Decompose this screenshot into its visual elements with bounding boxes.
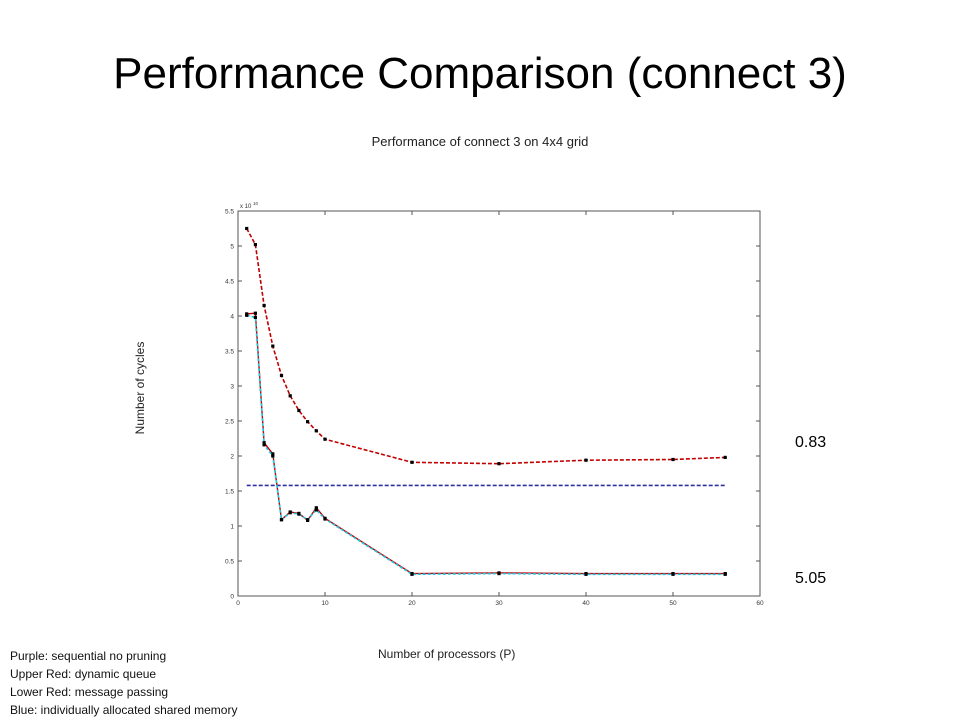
legend-text: Purple: sequential no pruning Upper Red:… (10, 647, 237, 719)
legend-line-message-passing: Lower Red: message passing (10, 685, 169, 699)
data-point-shared-memory (253, 315, 257, 319)
data-point-dynamic-queue (497, 462, 501, 466)
data-point-shared-memory (584, 572, 588, 576)
data-point-shared-memory (723, 572, 727, 576)
data-point-shared-memory (323, 517, 327, 521)
data-point-message-passing (314, 506, 318, 510)
data-point-dynamic-queue (723, 455, 727, 459)
x-axis-label: Number of processors (P) (378, 647, 516, 661)
y-tick-label: 2 (230, 454, 234, 461)
series-line-message-passing (246, 312, 726, 575)
data-point-dynamic-queue (314, 429, 318, 433)
speedup-annotation-dynamic-queue: 0.83 (795, 434, 827, 451)
series-line-shared-memory (246, 314, 726, 576)
data-point-shared-memory (262, 443, 266, 447)
y-multiplier-exponent: 10 (253, 201, 259, 206)
data-point-message-passing (253, 311, 257, 315)
x-tick-label: 30 (495, 600, 503, 607)
y-tick-label: 5.5 (225, 209, 234, 216)
data-point-shared-memory (410, 572, 414, 576)
data-point-dynamic-queue (410, 460, 414, 464)
data-point-shared-memory (671, 572, 675, 576)
x-tick-label: 50 (669, 600, 677, 607)
y-tick-label: 1.5 (225, 489, 234, 496)
slide-title: Performance Comparison (connect 3) (113, 49, 847, 98)
x-tick-label: 10 (321, 600, 329, 607)
data-point-shared-memory (297, 512, 301, 516)
legend-line-sequential: Purple: sequential no pruning (10, 649, 167, 663)
data-point-shared-memory (288, 511, 292, 515)
data-point-shared-memory (314, 508, 318, 512)
data-point-dynamic-queue (671, 457, 675, 462)
y-tick-label: 0.5 (225, 559, 234, 566)
y-tick-label: 3.5 (225, 349, 234, 356)
data-point-dynamic-queue (306, 420, 310, 424)
data-point-message-passing (262, 441, 266, 445)
y-tick-label: 5 (230, 244, 234, 251)
x-tick-label: 0 (236, 600, 240, 607)
x-tick-label: 40 (582, 600, 590, 607)
data-point-dynamic-queue (584, 458, 588, 462)
chart-title: Performance of connect 3 on 4x4 grid (371, 134, 589, 149)
y-multiplier-label: x 10 (240, 204, 252, 210)
data-point-shared-memory (245, 313, 249, 317)
y-tick-label: 4.5 (225, 279, 234, 286)
data-point-dynamic-queue (288, 394, 292, 398)
data-point-shared-memory (279, 518, 284, 522)
data-point-shared-memory (497, 572, 501, 576)
data-point-dynamic-queue (253, 243, 257, 247)
data-point-dynamic-queue (323, 437, 327, 441)
speedup-annotation-message-passing: 5.05 (795, 570, 827, 587)
data-point-dynamic-queue (297, 408, 301, 413)
y-tick-label: 2.5 (225, 419, 234, 426)
data-point-dynamic-queue (245, 226, 249, 231)
x-tick-label: 20 (408, 600, 416, 607)
legend-line-shared-memory: Blue: individually allocated shared memo… (10, 703, 238, 717)
data-point-message-passing (271, 452, 275, 456)
series-line-dynamic-queue (245, 228, 726, 465)
x-tick-label: 60 (756, 600, 764, 607)
data-point-shared-memory (271, 454, 275, 458)
data-point-dynamic-queue (279, 373, 284, 378)
plot-frame (237, 210, 761, 597)
y-tick-label: 4 (230, 314, 234, 321)
legend-line-dynamic-queue: Upper Red: dynamic queue (10, 667, 157, 681)
y-tick-label: 0 (230, 594, 234, 601)
y-tick-label: 1 (230, 524, 234, 531)
data-point-shared-memory (306, 518, 310, 522)
data-point-dynamic-queue (262, 303, 266, 308)
y-tick-label: 3 (230, 384, 234, 391)
data-point-dynamic-queue (271, 344, 275, 348)
